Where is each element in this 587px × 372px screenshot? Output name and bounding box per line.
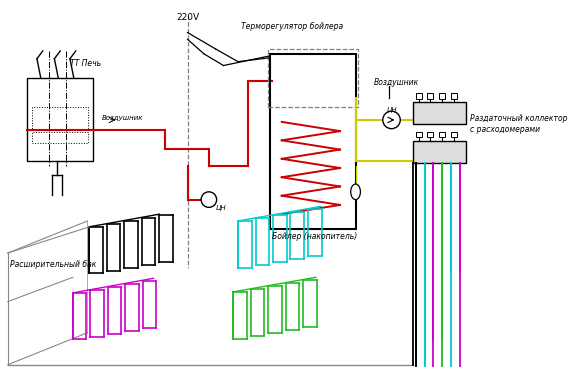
Text: Воздушник: Воздушник (374, 78, 419, 87)
Ellipse shape (350, 184, 360, 200)
Text: ЦН: ЦН (386, 107, 397, 113)
Bar (451, 93, 457, 99)
Bar (416, 93, 421, 99)
Bar (32, 107, 89, 129)
Bar (270, 54, 356, 229)
Bar (451, 132, 457, 137)
Text: Раздаточный коллектор
с расходомерами: Раздаточный коллектор с расходомерами (470, 114, 568, 134)
Text: Терморегулятор бойлера: Терморегулятор бойлера (241, 22, 343, 31)
Text: Расширительный бак: Расширительный бак (10, 260, 96, 269)
Bar (427, 132, 433, 137)
Bar (416, 132, 421, 137)
Text: Бойлер (накопитель): Бойлер (накопитель) (272, 232, 357, 241)
Bar (268, 49, 357, 107)
Bar (32, 132, 89, 143)
Circle shape (201, 192, 217, 207)
Text: ЦН: ЦН (215, 205, 227, 211)
Text: 220V: 220V (176, 13, 199, 22)
Bar (427, 93, 433, 99)
Bar (439, 132, 445, 137)
Text: ТТ Печь: ТТ Печь (70, 59, 101, 68)
Bar (413, 102, 466, 124)
Bar (27, 78, 93, 161)
Circle shape (383, 111, 400, 129)
Text: Воздушник: Воздушник (102, 115, 143, 121)
Bar (413, 141, 466, 163)
Bar (439, 93, 445, 99)
